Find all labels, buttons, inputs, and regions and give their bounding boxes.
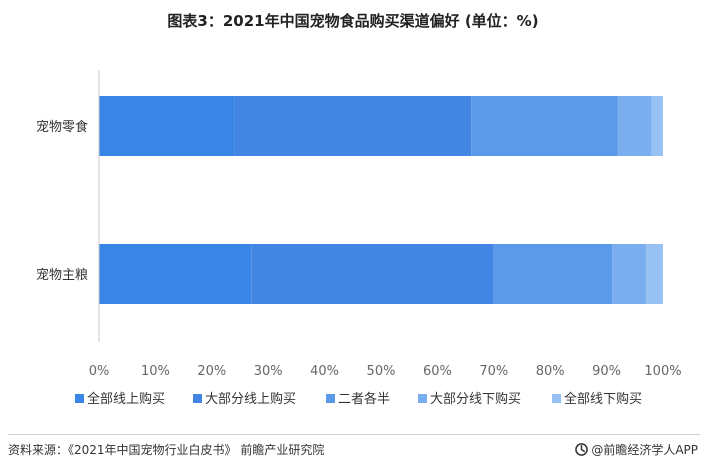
x-tick-label-10: 90% — [592, 364, 621, 379]
x-tick-label-11: 100% — [644, 364, 681, 379]
x-tick-label-8: 70% — [479, 364, 508, 379]
legend-swatch-1 — [75, 394, 84, 403]
chart-title: 图表3：2021年中国宠物食品购买渠道偏好 (单位：%) — [167, 12, 539, 30]
legend-label-5: 全部线下购买 — [564, 391, 642, 407]
bar-segment-2-3 — [493, 244, 613, 304]
bar-segment-1-2 — [234, 96, 472, 156]
legend-label-3: 二者各半 — [338, 391, 390, 407]
bar-segment-2-2 — [251, 244, 494, 304]
x-tick-label-3: 20% — [197, 364, 226, 379]
legend-label-1: 全部线上购买 — [87, 391, 165, 407]
legend-item-3: 二者各半 — [326, 391, 390, 407]
bar-segment-2-5 — [646, 244, 663, 304]
x-tick-label-2: 10% — [141, 364, 170, 379]
legend-label-4: 大部分线下购买 — [430, 391, 521, 407]
x-tick-label-6: 50% — [367, 364, 396, 379]
legend-swatch-4 — [418, 394, 427, 403]
legend-swatch-2 — [193, 394, 202, 403]
bar-segment-1-1 — [99, 96, 235, 156]
category-label-1: 宠物零食 — [36, 119, 88, 135]
bar-segment-2-1 — [99, 244, 252, 304]
category-label-2: 宠物主粮 — [36, 267, 88, 283]
bar-segment-1-3 — [471, 96, 618, 156]
legend-label-2: 大部分线上购买 — [205, 391, 296, 407]
bar-segment-1-5 — [651, 96, 663, 156]
legend-item-5: 全部线下购买 — [552, 391, 642, 407]
legend-item-4: 大部分线下购买 — [418, 391, 521, 407]
bar-segment-1-4 — [617, 96, 652, 156]
x-tick-label-9: 80% — [536, 364, 565, 379]
legend-item-1: 全部线上购买 — [75, 391, 165, 407]
legend-swatch-5 — [552, 394, 561, 403]
x-tick-label-7: 60% — [423, 364, 452, 379]
source-note: 资料来源：《2021年中国宠物行业白皮书》 前瞻产业研究院 — [8, 443, 325, 457]
qianzhan-logo-icon — [575, 443, 589, 456]
brand-credit: @前瞻经济学人APP — [575, 441, 698, 458]
legend-swatch-3 — [326, 394, 335, 403]
x-tick-label-1: 0% — [89, 364, 110, 379]
legend-item-2: 大部分线上购买 — [193, 391, 296, 407]
footer-divider — [8, 434, 700, 435]
bar-segment-2-4 — [612, 244, 647, 304]
x-tick-label-4: 30% — [254, 364, 283, 379]
brand-label: @前瞻经济学人APP — [591, 443, 698, 457]
x-tick-label-5: 40% — [310, 364, 339, 379]
